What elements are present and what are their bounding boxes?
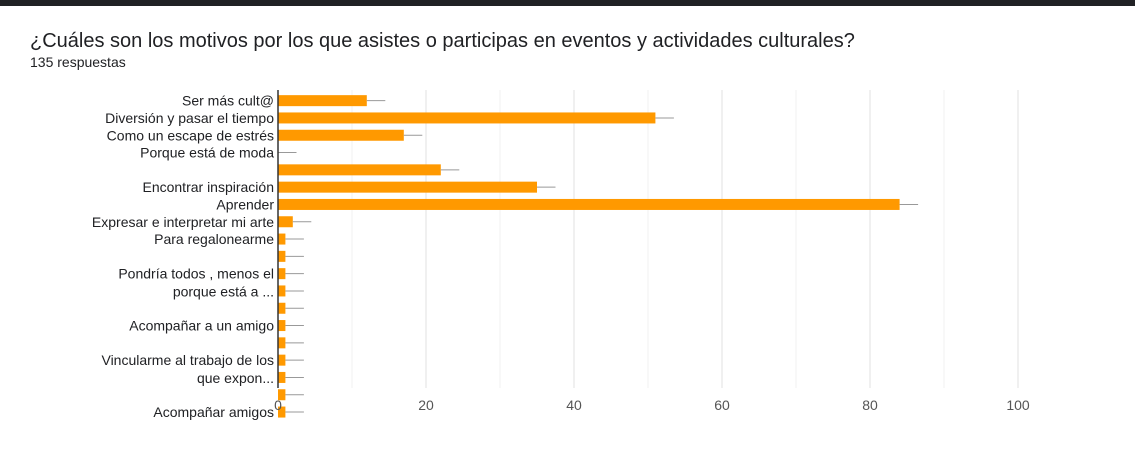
bar bbox=[278, 406, 286, 418]
category-label: que expon... bbox=[197, 370, 274, 386]
bar bbox=[278, 389, 286, 401]
category-label: Vincularme al trabajo de los bbox=[101, 352, 274, 368]
x-tick-label: 40 bbox=[566, 397, 582, 413]
category-label: Diversión y pasar el tiempo bbox=[105, 110, 274, 126]
x-tick-label: 60 bbox=[714, 397, 730, 413]
bar bbox=[278, 354, 286, 366]
bar bbox=[278, 129, 404, 141]
bar bbox=[278, 95, 367, 107]
x-tick-label: 80 bbox=[862, 397, 878, 413]
x-tick-label: 0 bbox=[274, 397, 282, 413]
category-label: porque está a ... bbox=[173, 284, 274, 300]
bar bbox=[278, 320, 286, 332]
bar bbox=[278, 164, 441, 176]
category-label: Acompañar a un amigo bbox=[129, 318, 274, 334]
bar bbox=[278, 337, 286, 349]
category-label: Como un escape de estrés bbox=[107, 127, 274, 143]
category-label: Ser más cult@ bbox=[182, 93, 274, 109]
category-label: Pondría todos , menos el bbox=[118, 266, 274, 282]
category-label: Para regalonearme bbox=[154, 231, 274, 247]
category-label: Acompañar amigos bbox=[153, 404, 274, 420]
top-bar bbox=[0, 0, 1135, 6]
question-title: ¿Cuáles son los motivos por los que asis… bbox=[30, 30, 855, 52]
category-label: Porque está de moda bbox=[140, 145, 274, 161]
bar bbox=[278, 268, 286, 280]
x-tick-label: 20 bbox=[418, 397, 434, 413]
category-label: Encontrar inspiración bbox=[142, 179, 274, 195]
response-count: 135 respuestas bbox=[30, 54, 126, 70]
bar bbox=[278, 302, 286, 314]
bar bbox=[278, 250, 286, 262]
bar bbox=[278, 216, 293, 228]
bar bbox=[278, 233, 286, 245]
category-label: Expresar e interpretar mi arte bbox=[92, 214, 274, 230]
x-tick-label: 100 bbox=[1006, 397, 1030, 413]
category-label: Aprender bbox=[216, 196, 274, 212]
bar bbox=[278, 371, 286, 383]
bar bbox=[278, 285, 286, 297]
bar bbox=[278, 181, 537, 193]
bar bbox=[278, 198, 900, 210]
bar bbox=[278, 112, 656, 124]
